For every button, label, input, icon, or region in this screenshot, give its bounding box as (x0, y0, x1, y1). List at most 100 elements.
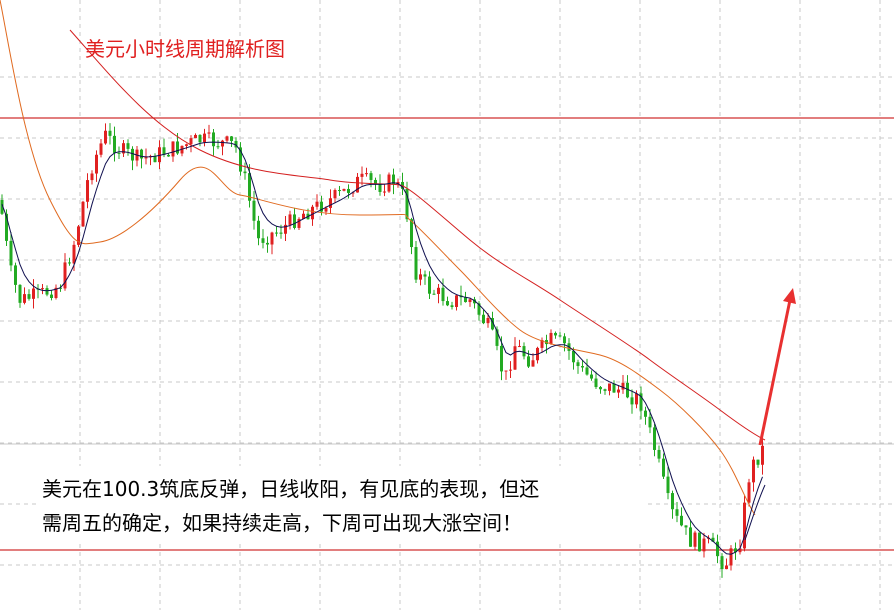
candle-body (203, 133, 206, 143)
candle-body (81, 201, 85, 227)
candle-body (725, 565, 728, 570)
candle-body (374, 179, 377, 184)
candle-body (621, 382, 625, 390)
candle-body (99, 143, 103, 155)
candle-body (648, 416, 652, 428)
annotation-bg (36, 466, 646, 542)
candle-body (194, 134, 197, 139)
candle-body (302, 213, 305, 219)
candle-body (261, 238, 265, 243)
candle-body (513, 346, 517, 370)
candle-body (315, 201, 319, 207)
candle-body (18, 284, 22, 303)
candle-body (378, 183, 382, 192)
candle-body (63, 262, 67, 289)
candle-body (234, 140, 238, 148)
candle-body (423, 274, 427, 277)
candle-body (14, 265, 17, 285)
candle-body (477, 303, 481, 315)
candle-body (581, 366, 584, 368)
candle-body (437, 287, 440, 294)
candle-body (113, 135, 116, 153)
candle-body (270, 232, 274, 245)
candle-body (747, 482, 751, 503)
candle-body (324, 207, 328, 212)
candle-body (320, 201, 323, 212)
candle-body (59, 287, 62, 289)
candle-body (86, 180, 89, 202)
candle-body (684, 525, 688, 528)
ma-long (69, 29, 766, 441)
annotation-line: 美元在100.3筑底反弹，日线收阳，有见底的表现，但还 (42, 477, 539, 501)
candle-body (446, 301, 449, 306)
candle-body (698, 532, 701, 552)
candle-body (392, 174, 395, 185)
candle-body (27, 294, 31, 299)
candle-body (410, 219, 413, 248)
candle-body (383, 191, 386, 193)
candle-body (666, 476, 670, 494)
candle-body (428, 276, 431, 294)
candle-body (482, 314, 485, 324)
candle-body (140, 149, 143, 159)
candle-body (500, 345, 503, 372)
candle-body (518, 346, 521, 348)
candle-body (680, 515, 683, 526)
candle-body (455, 295, 458, 307)
ma-short-tail (744, 484, 766, 541)
candle-body (212, 132, 215, 147)
candle-body (504, 370, 508, 372)
candle-body (468, 299, 472, 303)
candle-body (527, 356, 530, 367)
candle-body (558, 335, 562, 337)
candles (0, 123, 764, 578)
candle-body (572, 350, 575, 363)
candle-body (266, 242, 269, 245)
candle-body (311, 206, 314, 220)
candle-body (657, 449, 661, 459)
candle-body (693, 532, 697, 547)
candle-body (509, 369, 512, 371)
candle-body (653, 427, 656, 450)
candle-body (450, 305, 454, 307)
candle-body (689, 527, 692, 547)
candle-body (77, 226, 80, 245)
candle-body (153, 155, 157, 163)
candle-body (293, 214, 296, 228)
candle-body (131, 148, 134, 161)
candle-body (221, 140, 224, 147)
candle-body (68, 262, 71, 264)
candle-body (432, 293, 436, 295)
candle-body (563, 336, 566, 344)
candle-body (104, 130, 107, 144)
candle-body (216, 146, 220, 148)
candle-body (284, 224, 287, 234)
candle-body (189, 138, 193, 145)
candle-body (495, 329, 499, 346)
candle-body (522, 346, 526, 357)
candle-body (369, 173, 373, 180)
candle-body (144, 157, 148, 159)
candle-body (185, 144, 188, 146)
candle-body (486, 318, 490, 324)
candle-body (239, 147, 242, 172)
candle-body (297, 218, 301, 228)
candle-body (590, 374, 593, 379)
candle-body (576, 362, 580, 367)
candle-body (414, 247, 418, 280)
candle-body (279, 232, 283, 234)
candle-body (752, 459, 755, 483)
candle-body (158, 147, 161, 163)
candle-body (612, 383, 616, 393)
candle-body (365, 173, 368, 175)
candle-body (756, 459, 760, 465)
candle-body (342, 188, 346, 191)
candle-body (95, 154, 98, 174)
candle-body (288, 214, 292, 225)
candle-body (734, 548, 737, 553)
candle-body (5, 213, 8, 241)
candle-body (243, 171, 247, 174)
candle-body (761, 445, 764, 465)
candle-body (122, 143, 125, 154)
candle-body (351, 192, 355, 194)
